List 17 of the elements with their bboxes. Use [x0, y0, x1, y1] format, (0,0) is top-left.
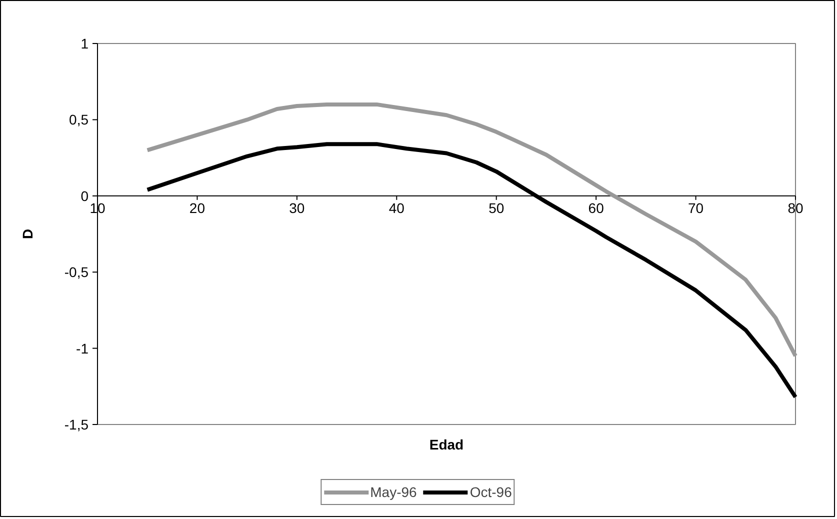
- x-tick-label: 30: [289, 200, 305, 216]
- x-tick-label: 70: [688, 200, 704, 216]
- x-tick-label: 20: [189, 200, 206, 216]
- y-tick-label: 0,5: [69, 112, 89, 128]
- y-tick-label: 1: [80, 36, 89, 52]
- y-tick-label: -1: [76, 340, 89, 356]
- x-tick-label: 40: [388, 200, 405, 216]
- x-axis-title: Edad: [429, 436, 464, 452]
- y-axis-title: D: [20, 228, 36, 240]
- x-tick-label: 60: [588, 200, 604, 216]
- y-tick-label: -1,5: [64, 416, 89, 432]
- x-tick-label: 80: [788, 200, 804, 216]
- legend-label: May-96: [370, 484, 417, 500]
- y-tick-label: 0: [80, 188, 89, 204]
- y-tick-label: -0,5: [64, 264, 89, 280]
- legend-label: Oct-96: [470, 484, 512, 500]
- x-tick-label: 50: [488, 200, 504, 216]
